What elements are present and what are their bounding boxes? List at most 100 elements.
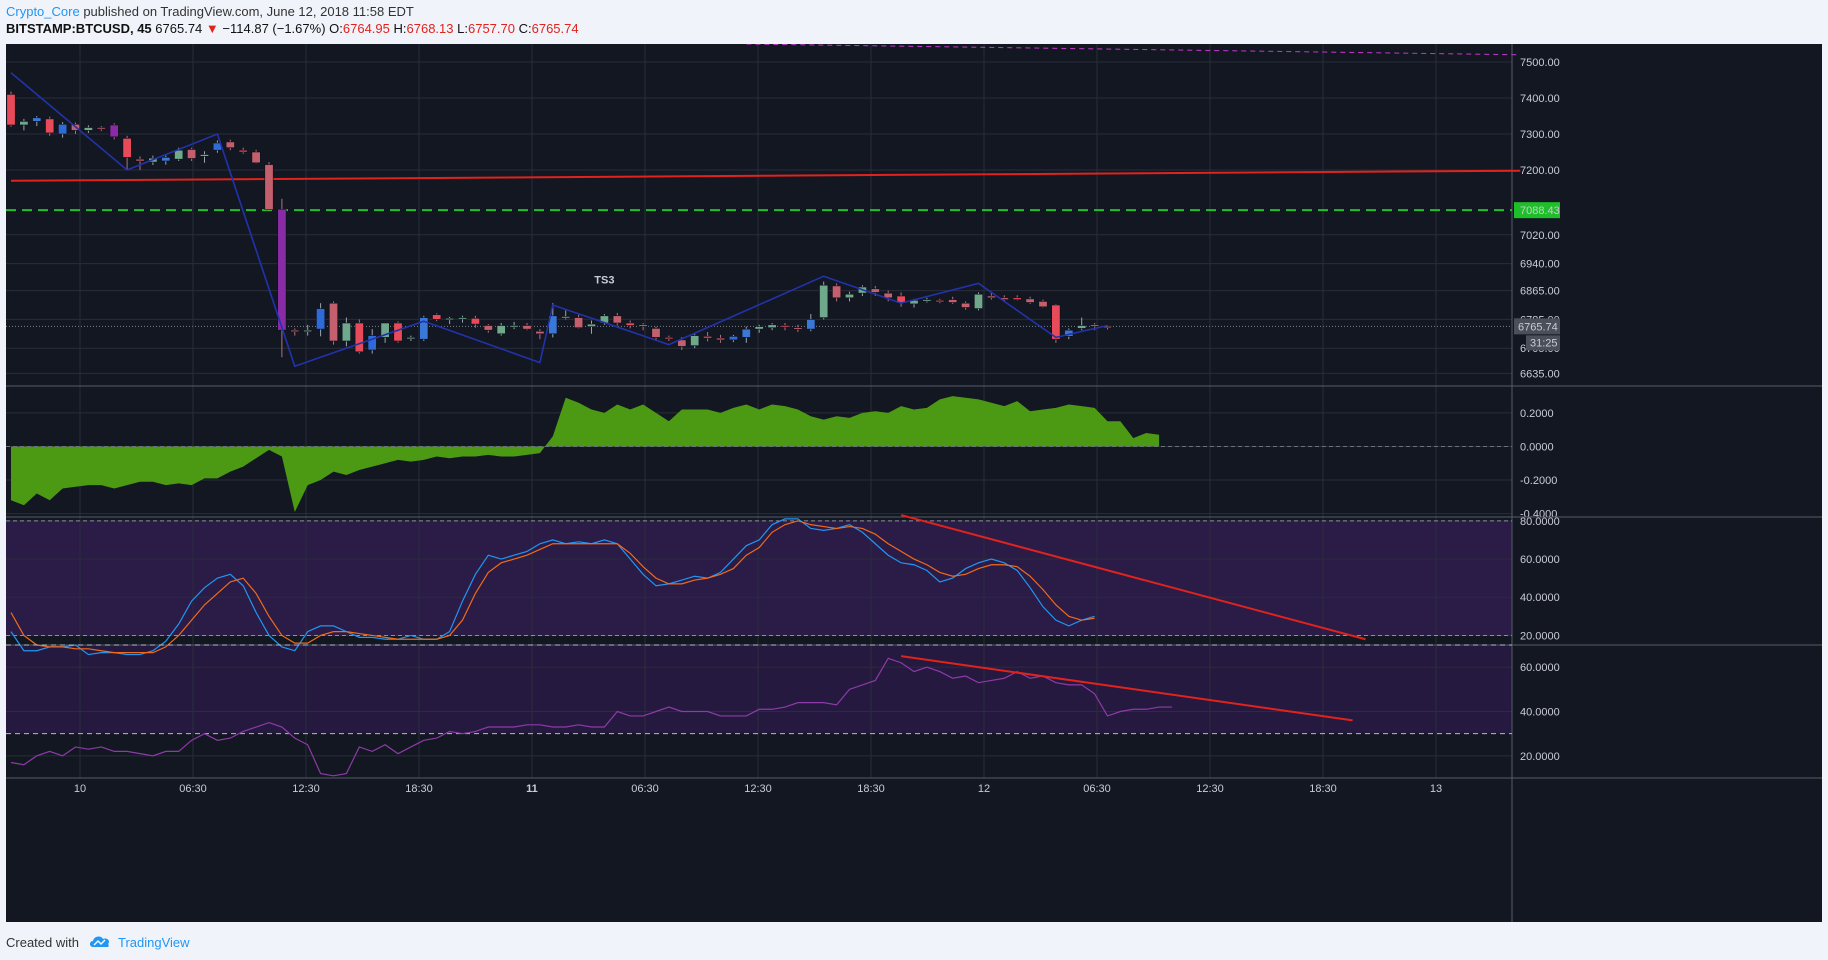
- stochastic-trendline: [900, 514, 1366, 641]
- level-price-label: 7088.43: [1520, 205, 1560, 217]
- candle-body: [225, 141, 235, 148]
- candle-body: [496, 325, 506, 335]
- time-tick-label: 11: [526, 783, 538, 795]
- price-axis-label: -0.4000: [1520, 509, 1557, 521]
- price-axis-label: 7200.00: [1520, 165, 1560, 177]
- candle-body: [690, 335, 700, 346]
- candle-body: [664, 337, 674, 340]
- low-value: 6757.70: [467, 21, 515, 36]
- price-axis-label: 7500.00: [1520, 57, 1560, 69]
- candle-body: [677, 339, 687, 347]
- candle-body: [1077, 325, 1087, 329]
- candle-body: [303, 329, 313, 333]
- candle-body: [883, 292, 893, 299]
- candle-body: [612, 315, 622, 324]
- time-tick-label: 06:30: [179, 783, 207, 795]
- price-axis-label: 7400.00: [1520, 93, 1560, 105]
- candle-body: [277, 209, 287, 331]
- price-axis-label: 60.0000: [1520, 554, 1560, 566]
- candle-body: [406, 337, 416, 340]
- candle-body: [328, 302, 338, 342]
- tradingview-cloud-icon: [90, 936, 110, 947]
- last-price: 6765.74: [155, 21, 203, 36]
- candle-body: [1090, 324, 1100, 327]
- created-with-text: Created with: [6, 935, 79, 950]
- timer-box: [1526, 335, 1560, 351]
- price-axis-label: 80.0000: [1520, 516, 1560, 528]
- candle-body: [793, 327, 803, 330]
- support-trendline: [10, 169, 1521, 182]
- candle-body: [457, 317, 467, 320]
- candle-body: [238, 149, 248, 153]
- time-tick-label: 06:30: [631, 783, 659, 795]
- publish-line: Crypto_Core published on TradingView.com…: [6, 4, 414, 19]
- close-value: 6765.74: [531, 21, 579, 36]
- chart-area[interactable]: 10 06:30 12:30 18:30 11 06:30 12:30 18:30 12 06:3…: [6, 44, 1822, 922]
- candle-body: [870, 288, 880, 293]
- ts3-annotation: TS3: [594, 274, 614, 286]
- candle-body: [32, 117, 42, 122]
- footer: Created with TradingView: [0, 924, 1828, 960]
- price-axis-label: 40.0000: [1520, 592, 1560, 604]
- price-axis-label: 7020.00: [1520, 230, 1560, 242]
- chart-canvas[interactable]: 10 06:30 12:30 18:30 11 06:30 12:30 18:30 12 06:3…: [6, 44, 1822, 922]
- candle-body: [187, 149, 197, 159]
- candle-body: [200, 154, 210, 157]
- candle-body: [1051, 304, 1061, 340]
- candle-body: [986, 295, 996, 299]
- candle-body: [135, 158, 145, 162]
- candle-body: [832, 285, 842, 299]
- candle-body: [819, 284, 829, 318]
- down-arrow-icon: ▼: [205, 21, 219, 36]
- price-axis-label: 20.0000: [1520, 751, 1560, 763]
- candle-body: [586, 323, 596, 327]
- last-price-label: 6765.74: [1518, 321, 1558, 333]
- candle-body: [948, 299, 958, 303]
- stochastic-d-line: [10, 520, 1095, 654]
- candle-body: [83, 127, 93, 131]
- candle-body: [638, 324, 648, 327]
- candle-body: [6, 94, 16, 126]
- candle-body: [380, 322, 390, 338]
- candle-body: [703, 336, 713, 339]
- time-tick-label: 18:30: [1309, 783, 1337, 795]
- price-axis-label: 0.2000: [1520, 408, 1554, 420]
- candle-body: [419, 317, 429, 340]
- candle-body: [316, 308, 326, 330]
- candle-body: [754, 326, 764, 330]
- stochastic-k-line: [10, 518, 1095, 656]
- low-label: L:: [457, 21, 468, 36]
- price-axis-label: 60.0000: [1520, 662, 1560, 674]
- candle-body: [574, 317, 584, 328]
- time-tick-label: 12:30: [744, 783, 772, 795]
- high-label: H:: [393, 21, 407, 36]
- published-text: published on TradingView.com, June 12, 2…: [79, 4, 414, 19]
- tradingview-link[interactable]: TradingView: [118, 935, 190, 950]
- candle-body: [445, 318, 455, 321]
- candle-body: [367, 335, 377, 351]
- time-tick-label: 12:30: [292, 783, 320, 795]
- candle-body: [161, 157, 171, 162]
- candle-body: [19, 121, 29, 126]
- candle-body: [522, 325, 532, 330]
- time-tick-label: 10: [74, 783, 86, 795]
- timer-label: 31:25: [1530, 337, 1558, 349]
- candle-body: [58, 123, 68, 135]
- candle-body: [354, 322, 364, 353]
- author-link[interactable]: Crypto_Core: [6, 4, 80, 19]
- price-axis-label: 7300.00: [1520, 129, 1560, 141]
- time-tick-label: 18:30: [857, 783, 885, 795]
- high-value: 6768.13: [406, 21, 454, 36]
- candle-body: [1012, 297, 1022, 300]
- price-axis-label: 6635.00: [1520, 368, 1560, 380]
- rsi-trendline: [900, 655, 1353, 722]
- candle-body: [470, 318, 480, 325]
- candle-body: [961, 302, 971, 308]
- price-axis-label: 0.0000: [1520, 441, 1554, 453]
- candle-body: [264, 164, 274, 210]
- candle-body: [251, 151, 261, 164]
- candle-body: [651, 328, 661, 338]
- level-price-box: [1514, 202, 1560, 219]
- candle-body: [96, 127, 106, 130]
- close-label: C:: [518, 21, 532, 36]
